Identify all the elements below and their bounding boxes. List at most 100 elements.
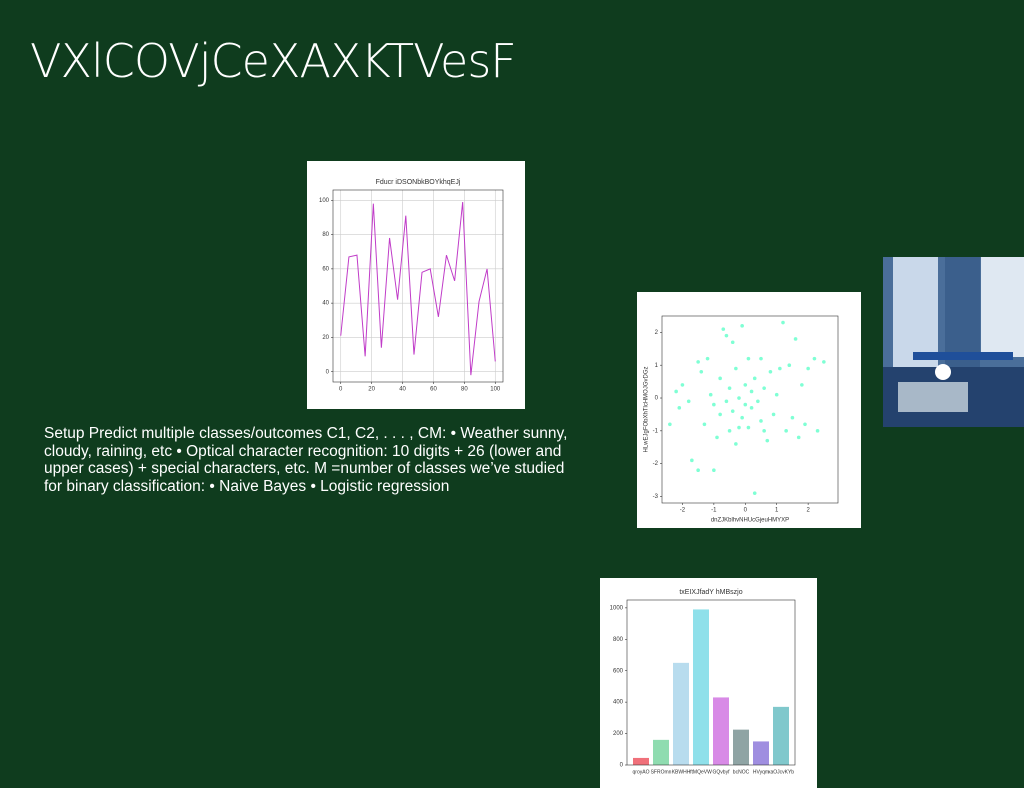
y-tick-label: 40 (322, 301, 329, 307)
y-tick-label: 80 (322, 232, 329, 238)
point (724, 399, 729, 404)
bar (753, 741, 769, 765)
point (740, 415, 744, 420)
point (787, 363, 792, 368)
point (715, 435, 719, 440)
x-tick-label: 0 (339, 387, 343, 393)
point (734, 366, 738, 371)
plot-frame (661, 315, 839, 504)
point (778, 366, 782, 371)
data-line (340, 201, 496, 376)
bar (673, 662, 689, 765)
plot-frame (332, 189, 504, 383)
slide-title: VXlCOVjCeXAXKTVesF (30, 34, 517, 88)
x-tick-label: 20 (368, 387, 375, 393)
point (690, 458, 694, 463)
slide-body: Setup Predict multiple classes/outcomes … (44, 425, 568, 495)
y-tick-label: 2 (655, 330, 659, 336)
x-tick-label: 1 (775, 508, 779, 514)
x-tick-label: 0 (744, 508, 748, 514)
y-tick-label: 200 (613, 731, 624, 737)
point (746, 356, 751, 361)
y-tick-label: 0 (620, 763, 624, 769)
point (768, 369, 773, 374)
y-tick-label: 400 (613, 700, 624, 706)
point (749, 406, 754, 410)
x-axis-label: dnZJKblhvNHUcGjeuHMYXP (711, 518, 789, 524)
point (752, 491, 757, 495)
point (803, 422, 807, 427)
point (737, 396, 741, 400)
y-tick-label: 0 (655, 396, 659, 402)
x-tick-label: qroyAO (633, 769, 650, 775)
point (696, 360, 700, 364)
point (737, 425, 741, 430)
point (674, 389, 678, 394)
point (734, 442, 738, 446)
chart-title: Fducr iDSONbkBOYkhqEJj (376, 179, 461, 186)
point (699, 369, 704, 374)
point (793, 337, 798, 341)
y-tick-label: 1000 (610, 605, 624, 611)
x-tick-label: 40 (399, 387, 406, 393)
bar (773, 706, 789, 765)
point (702, 422, 707, 427)
x-tick-label: 60 (430, 387, 437, 393)
scatter-chart: -3 -2 -1 0 1 2 -2 -1 0 1 2 dnZJKblhvNHUcGjeuHMYXP HL… (637, 292, 861, 528)
x-tick-label: GQvbyf (713, 769, 731, 775)
point (796, 435, 801, 440)
point (743, 383, 748, 387)
x-tick-label: SFROmn (651, 769, 672, 775)
x-tick-label: KBWHH (672, 769, 691, 775)
point (759, 419, 763, 423)
point (759, 356, 763, 361)
x-tick-label: -1 (711, 508, 717, 514)
point (740, 324, 744, 328)
bar (653, 739, 669, 765)
bar-chart: txEIXJfadY hMBszjo 0 200 400 600 800 1000 qroyA… (600, 578, 817, 788)
point (743, 402, 748, 407)
point (800, 383, 804, 387)
y-tick-label: 800 (613, 637, 624, 643)
y-tick-label: 0 (326, 369, 330, 375)
y-tick-label: -3 (653, 494, 659, 500)
plot-frame (626, 599, 796, 766)
point (677, 406, 682, 410)
point (718, 376, 722, 381)
point (790, 415, 795, 420)
point (774, 392, 779, 397)
point (730, 409, 735, 413)
x-tick-label: xaOJcvKYb (768, 769, 794, 775)
point (756, 399, 760, 404)
point (781, 320, 785, 325)
point (806, 366, 810, 371)
y-axis-label: HLwEJgFObXhTlcHMOJGvDGz (644, 366, 650, 452)
point (718, 412, 722, 417)
point (712, 468, 716, 472)
x-tick-label: ftMQeVW (690, 769, 712, 775)
x-tick-label: -2 (680, 508, 686, 514)
bar (693, 609, 709, 765)
y-tick-label: 20 (322, 335, 329, 341)
x-tick-label: HVyqm (753, 769, 769, 775)
x-tick-label: bcNOC (733, 769, 750, 775)
line-chart: Fducr iDSONbkBOYkhqEJj 0 20 40 60 80 100 0 20 40 6… (307, 161, 525, 409)
point (730, 340, 735, 345)
x-tick-label: 2 (806, 508, 810, 514)
y-tick-label: 60 (322, 266, 329, 272)
point (686, 399, 691, 404)
point (815, 429, 820, 433)
point (668, 422, 672, 427)
y-tick-label: -2 (653, 461, 659, 467)
y-tick-label: -1 (653, 428, 659, 434)
point (762, 386, 766, 390)
point (680, 383, 685, 387)
bar (633, 757, 649, 765)
chart-title: txEIXJfadY hMBszjo (679, 589, 742, 596)
y-tick-label: 100 (319, 198, 330, 204)
point (822, 360, 826, 364)
photo (883, 257, 1024, 427)
point (765, 438, 770, 443)
y-tick-label: 600 (613, 668, 624, 674)
